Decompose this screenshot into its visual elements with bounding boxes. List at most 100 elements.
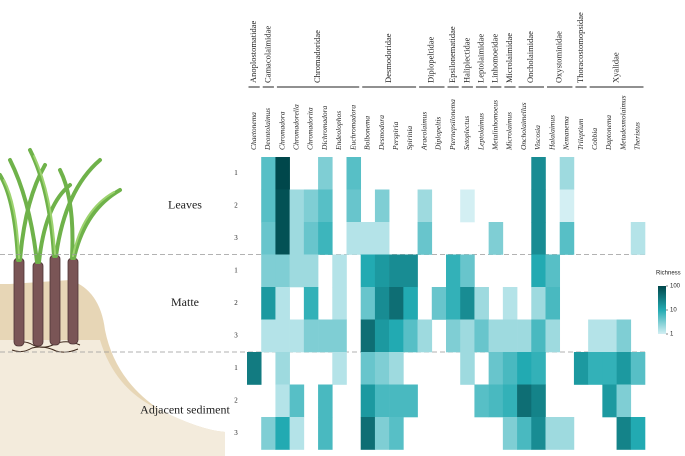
cell	[545, 319, 561, 353]
cell	[289, 222, 305, 255]
cell	[446, 287, 461, 320]
cell	[389, 254, 404, 288]
cell	[517, 417, 532, 450]
cell	[360, 254, 376, 288]
cell	[460, 352, 475, 385]
genus-label: Desmodora	[377, 115, 386, 151]
cell	[531, 189, 546, 223]
cell	[502, 287, 518, 320]
cell	[303, 189, 319, 223]
family-label: Thoracostomopsidae	[575, 12, 585, 83]
cell	[460, 189, 475, 223]
cell	[630, 222, 646, 255]
genus-label: Viscosia	[533, 125, 542, 150]
row-label: 1	[234, 169, 238, 177]
cell	[559, 157, 575, 190]
genus-label: Daptonema	[604, 115, 613, 151]
cell	[261, 222, 276, 255]
cell	[460, 287, 475, 320]
cell	[559, 189, 575, 223]
row-label: 3	[234, 234, 238, 242]
cell	[360, 352, 376, 385]
cell	[318, 222, 333, 255]
cell	[588, 319, 603, 353]
cell	[289, 319, 305, 353]
cell	[374, 189, 390, 223]
cell	[332, 287, 347, 320]
family-label: Epsilonematidae	[447, 26, 457, 83]
cell	[417, 319, 433, 353]
genus-label: Theristus	[633, 122, 642, 150]
cell	[389, 352, 404, 385]
cell	[602, 319, 617, 353]
cell	[303, 319, 319, 353]
cell	[531, 417, 546, 450]
cell	[517, 352, 532, 385]
cell	[417, 189, 433, 223]
cell	[474, 384, 489, 418]
cell	[517, 384, 532, 418]
cell	[261, 157, 276, 190]
cell	[346, 222, 362, 255]
cell	[517, 319, 532, 353]
cell	[431, 287, 447, 320]
cell	[318, 384, 333, 418]
family-label: Desmodoridae	[383, 33, 393, 83]
genus-label: Nemanema	[562, 116, 571, 151]
family-label: Camacolaimidae	[262, 26, 272, 83]
cell	[588, 352, 603, 385]
cell	[318, 157, 333, 190]
cell	[389, 384, 404, 418]
cell	[502, 417, 518, 450]
cell	[275, 189, 290, 223]
family-label: Haliplectidae	[461, 37, 471, 83]
colorbar	[658, 286, 666, 334]
cell	[616, 384, 632, 418]
cell	[474, 287, 489, 320]
cell	[545, 254, 561, 288]
cell	[502, 352, 518, 385]
cell	[545, 417, 561, 450]
family-label: Leptolaimidae	[475, 34, 485, 83]
cell	[374, 222, 390, 255]
cell	[346, 157, 362, 190]
genus-label: Deontolaimus	[263, 108, 272, 151]
cell	[303, 222, 319, 255]
cell	[531, 384, 546, 418]
genus-label: Araeolaimus	[419, 112, 428, 151]
cell	[275, 417, 290, 450]
cell	[275, 352, 290, 385]
cell	[318, 417, 333, 450]
cell	[559, 222, 575, 255]
genus-label: Diplopeltis	[434, 117, 443, 151]
genus-label: Trileptium	[576, 118, 585, 150]
cell	[275, 254, 290, 288]
genus-label: Euchromadora	[348, 105, 357, 151]
family-label: Diplopeltidae	[426, 37, 436, 83]
cell	[460, 254, 475, 288]
group-label: Adjacent sediment	[140, 403, 230, 417]
row-label: 3	[234, 331, 238, 339]
cell	[531, 222, 546, 255]
cell	[488, 222, 504, 255]
group-label: Leaves	[168, 198, 202, 212]
family-label: Chromadoridae	[312, 30, 322, 83]
colorbar-tick-label: 100	[670, 284, 681, 290]
cell	[630, 352, 646, 385]
cell	[545, 287, 561, 320]
cell	[275, 319, 290, 353]
colorbar-title: Richness	[656, 271, 681, 277]
cell	[360, 222, 376, 255]
genus-label: Metadesmolaimus	[618, 95, 627, 151]
colorbar-tick-label: 10	[670, 308, 677, 314]
genus-label: Microlaimus	[505, 112, 514, 151]
cell	[446, 254, 461, 288]
cell	[630, 417, 646, 450]
cell	[261, 254, 276, 288]
cell	[332, 319, 347, 353]
cell	[389, 287, 404, 320]
cell	[289, 189, 305, 223]
row-label: 1	[234, 364, 238, 372]
colorbar-tick-label: 1	[670, 332, 674, 338]
